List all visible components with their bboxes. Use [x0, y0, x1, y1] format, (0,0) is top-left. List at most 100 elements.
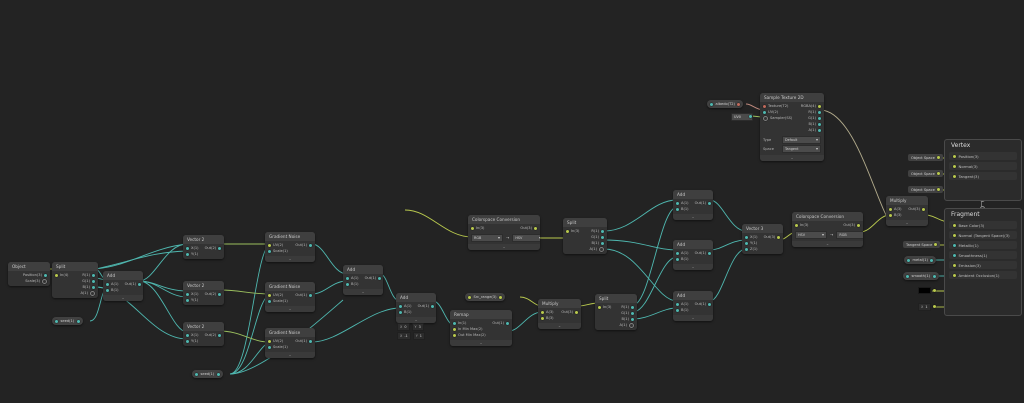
port-dot[interactable]: [92, 286, 95, 289]
port-dot[interactable]: [953, 253, 956, 257]
color-swatch[interactable]: [918, 287, 931, 294]
port-dot[interactable]: [818, 111, 821, 114]
input-port-y-1[interactable]: Y(1): [183, 252, 201, 257]
port-dot[interactable]: [218, 334, 222, 337]
node-gn1[interactable]: Gradient Noise UV(2) Scale(1) Out(1) ⌄: [265, 232, 315, 262]
output-port-a-1[interactable]: A(1): [77, 291, 98, 296]
collapse-chevron-icon[interactable]: ⌄: [265, 256, 315, 262]
port-dot[interactable]: [399, 311, 402, 314]
vertex-block[interactable]: Vertex Position(3) Normal(3) Tangent(3): [944, 139, 1022, 201]
port-dot[interactable]: [818, 117, 821, 120]
port-dot[interactable]: [218, 247, 222, 250]
output-port-b-1[interactable]: B(1): [79, 285, 98, 290]
option-select[interactable]: Default: [782, 136, 821, 144]
port-dot[interactable]: [737, 102, 741, 106]
input-port-out-min-max-2[interactable]: Out Min Max(2): [450, 333, 489, 338]
output-port-out-1[interactable]: Out(1): [292, 243, 315, 248]
output-port-g-1[interactable]: G(1): [805, 116, 824, 121]
port-dot[interactable]: [676, 208, 679, 211]
space-select-objspace1[interactable]: Object Space: [908, 154, 943, 161]
node-object[interactable]: Object Position(3) Scale(3): [8, 262, 50, 286]
node-vec2b[interactable]: Vector 2 X(1) Y(1) Out(2): [183, 281, 224, 305]
output-port-out-3[interactable]: Out(3): [761, 235, 783, 240]
output-port-b-1[interactable]: B(1): [618, 317, 637, 322]
output-port-out-3[interactable]: Out(3): [517, 226, 540, 231]
input-port-a-1[interactable]: A(1): [673, 201, 692, 206]
space-select-objspace3[interactable]: Object Space: [908, 186, 943, 193]
port-dot[interactable]: [566, 230, 569, 233]
output-port-r-1[interactable]: R(1): [588, 229, 607, 234]
input-port-texture-t2[interactable]: Texture(T2): [760, 104, 791, 109]
input-port-a-1[interactable]: A(1): [103, 282, 122, 287]
input-port-a-1[interactable]: A(1): [673, 302, 692, 307]
node-vec2c[interactable]: Vector 2 X(1) Y(1) Out(2): [183, 322, 224, 346]
node-vec2a[interactable]: Vector 2 X(1) Y(1) Out(2): [183, 235, 224, 259]
input-port-a-1[interactable]: A(1): [343, 276, 362, 281]
output-port-out-3[interactable]: Out(3): [840, 223, 863, 228]
input-port-uv-2[interactable]: UV(2): [265, 339, 286, 344]
input-port-x-1[interactable]: X(1): [183, 333, 202, 338]
output-port-g-1[interactable]: G(1): [79, 279, 98, 284]
port-dot[interactable]: [907, 258, 910, 262]
output-port-position-3[interactable]: Position(3): [20, 273, 50, 278]
port-dot[interactable]: [818, 105, 821, 108]
output-port-out-2[interactable]: Out(2): [202, 292, 224, 297]
port-dot[interactable]: [399, 305, 402, 308]
output-port-out-1[interactable]: Out(1): [292, 339, 315, 344]
node-gn2[interactable]: Gradient Noise UV(2) Scale(1) Out(1) ⌄: [265, 282, 315, 312]
port-dot[interactable]: [930, 258, 934, 262]
block-slot-normal-tangent-space-3[interactable]: Normal (Tangent Space)(3): [949, 231, 1017, 239]
port-dot[interactable]: [453, 334, 456, 337]
port-dot[interactable]: [777, 236, 781, 239]
input-port-b-1[interactable]: B(1): [673, 257, 692, 262]
port-dot[interactable]: [506, 322, 509, 325]
colorspace-to-select[interactable]: RGB: [836, 231, 863, 239]
block-slot-ambient-occlusion-1[interactable]: Ambient Occlusion(1): [949, 271, 1017, 279]
property-node-seed2[interactable]: seed(1): [192, 370, 223, 378]
port-dot[interactable]: [453, 328, 456, 331]
input-port-in-3[interactable]: In(3): [563, 229, 582, 234]
port-dot[interactable]: [186, 334, 189, 337]
input-port-scale-1[interactable]: Scale(1): [265, 299, 291, 304]
port-dot[interactable]: [309, 244, 312, 247]
property-node-src_range[interactable]: Src_range(3): [465, 293, 505, 301]
port-dot[interactable]: [186, 293, 189, 296]
port-dot[interactable]: [598, 306, 601, 309]
output-port-b-1[interactable]: B(1): [805, 122, 824, 127]
port-dot[interactable]: [453, 322, 456, 325]
output-port-a-1[interactable]: A(1): [805, 128, 824, 133]
port-dot[interactable]: [55, 319, 58, 323]
port-dot[interactable]: [378, 277, 382, 280]
output-port-out-3[interactable]: Out(3): [558, 310, 581, 315]
input-port-x-1[interactable]: X(1): [183, 246, 202, 251]
port-dot[interactable]: [186, 253, 189, 256]
port-dot[interactable]: [92, 274, 95, 277]
node-add6[interactable]: Add A(1) B(1) Out(1) ⌄: [673, 291, 713, 321]
port-dot[interactable]: [92, 280, 95, 283]
output-port-a-1[interactable]: A(1): [586, 247, 607, 252]
port-dot[interactable]: [906, 274, 909, 278]
port-dot[interactable]: [138, 283, 142, 286]
output-port-b-1[interactable]: B(1): [588, 241, 607, 246]
port-dot[interactable]: [953, 233, 956, 237]
input-port-b-1[interactable]: B(1): [343, 282, 362, 287]
output-port-out-1[interactable]: Out(1): [692, 201, 713, 206]
collapse-chevron-icon[interactable]: ⌄: [760, 155, 824, 161]
port-dot[interactable]: [857, 224, 860, 227]
node-tex2d[interactable]: Sample Texture 2D Texture(T2) UV(2) Sampler…: [760, 93, 824, 161]
output-port-out-2[interactable]: Out(2): [202, 333, 224, 338]
block-slot-position-3[interactable]: Position(3): [949, 152, 1017, 160]
port-dot[interactable]: [42, 279, 47, 284]
collapse-chevron-icon[interactable]: ⌄: [538, 323, 581, 329]
collapse-chevron-icon[interactable]: ⌄: [396, 317, 436, 323]
input-port-b-3[interactable]: B(3): [886, 213, 905, 218]
port-dot[interactable]: [268, 294, 271, 297]
node-add5[interactable]: Add A(1) B(1) Out(1) ⌄: [673, 240, 713, 270]
output-port-out-1[interactable]: Out(1): [415, 304, 436, 309]
port-dot[interactable]: [676, 202, 679, 205]
property-node-albedo[interactable]: albedo(T2): [707, 100, 744, 108]
input-port-sampler-ss[interactable]: Sampler(SS): [760, 116, 795, 121]
port-dot[interactable]: [541, 311, 544, 314]
collapse-chevron-icon[interactable]: ⌄: [103, 295, 143, 301]
